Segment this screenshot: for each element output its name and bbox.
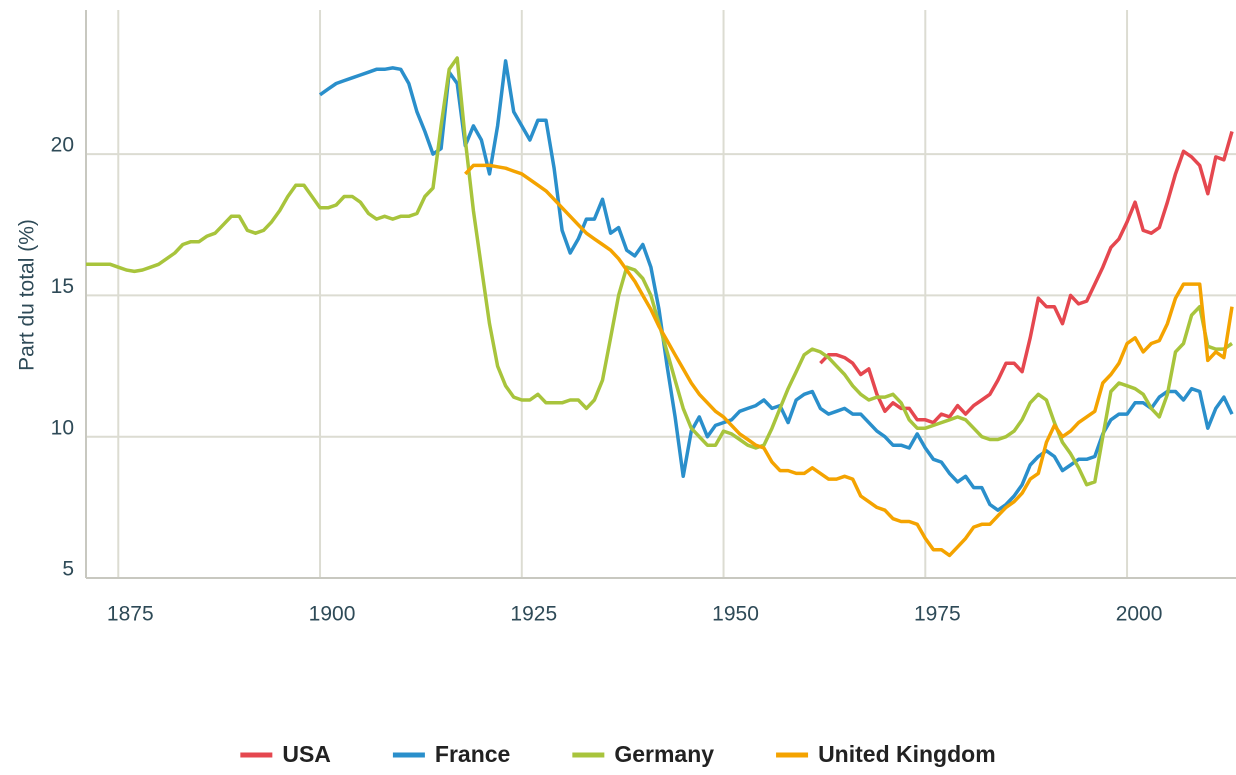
y-tick-label: 15 bbox=[51, 275, 74, 298]
x-tick-label: 1900 bbox=[309, 603, 356, 626]
x-tick-label: 2000 bbox=[1116, 603, 1163, 626]
legend-label: United Kingdom bbox=[818, 741, 996, 767]
series-line bbox=[318, 59, 1234, 512]
legend-label: USA bbox=[282, 741, 331, 767]
x-tick-label: 1875 bbox=[107, 603, 154, 626]
series-line bbox=[819, 131, 1234, 425]
y-axis-label: Part du total (%) bbox=[16, 219, 39, 371]
x-tick-label: 1950 bbox=[712, 603, 759, 626]
x-tick-label: 1975 bbox=[914, 603, 961, 626]
legend-label: Germany bbox=[614, 741, 714, 767]
series-line bbox=[464, 163, 1234, 558]
y-tick-label: 10 bbox=[51, 416, 74, 439]
y-tick-label: 5 bbox=[62, 558, 74, 581]
x-tick-label: 1925 bbox=[510, 603, 557, 626]
plot-area bbox=[86, 56, 1234, 558]
y-tick-label: 20 bbox=[51, 134, 74, 157]
legend-label: France bbox=[435, 741, 510, 767]
series-line bbox=[86, 56, 1233, 487]
